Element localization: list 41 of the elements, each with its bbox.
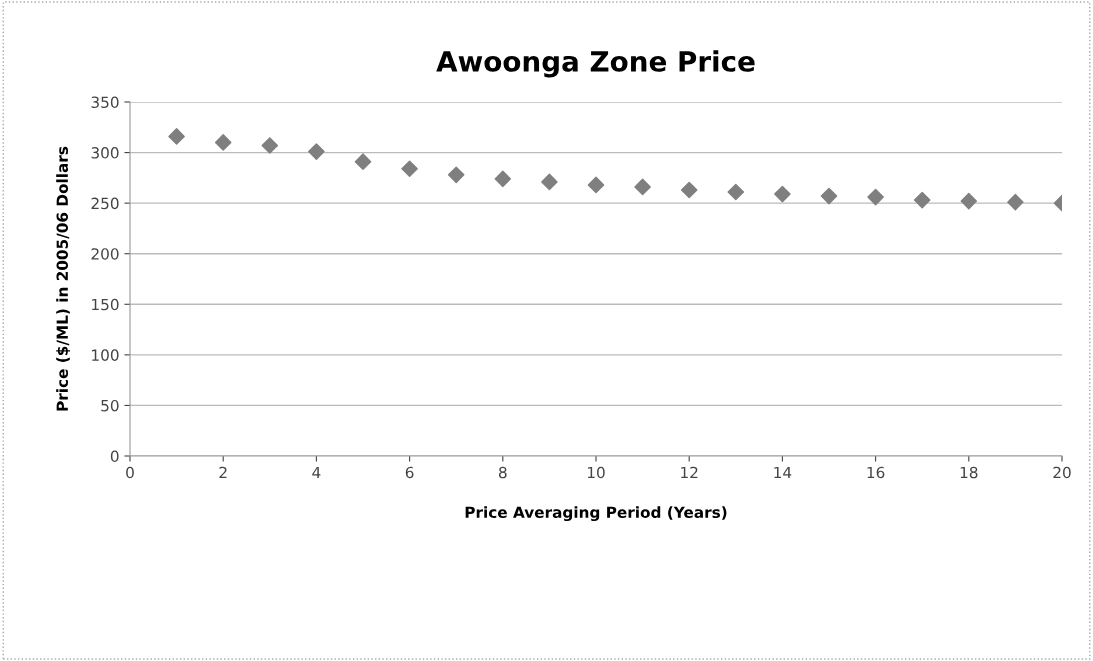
point: [960, 192, 978, 210]
point: [680, 181, 698, 199]
y-axis-title: Price ($/ML) in 2005/06 Dollars: [56, 146, 71, 411]
y-tick-label: 100: [92, 349, 119, 361]
y-tick-label: 300: [91, 147, 119, 159]
x-axis-title: Price Averaging Period (Years): [465, 506, 727, 522]
point: [541, 173, 558, 191]
x-tick-label: 14: [774, 466, 792, 479]
point: [168, 128, 185, 145]
point: [494, 170, 512, 188]
chart-title: Awoonga Zone Price: [436, 50, 755, 78]
point: [214, 134, 232, 151]
point: [308, 143, 325, 160]
x-tick-label: 8: [498, 466, 507, 479]
y-tick-label: 250: [91, 197, 119, 210]
point: [1007, 193, 1024, 211]
point: [354, 153, 372, 170]
y-tick-label: 150: [92, 298, 119, 311]
point: [447, 166, 465, 184]
x-tick-label: 18: [960, 466, 978, 479]
y-tick-label: 50: [101, 399, 119, 412]
y-tick-label: 0: [110, 450, 119, 463]
x-tick-label: 6: [405, 466, 414, 479]
x-tick-label: 20: [1053, 466, 1071, 479]
point: [634, 178, 651, 196]
x-tick-label: 2: [219, 466, 227, 479]
point: [261, 137, 279, 154]
point: [727, 183, 745, 201]
point: [820, 187, 838, 205]
y-tick-label: 350: [91, 96, 119, 109]
point: [867, 188, 884, 206]
x-tick-label: 0: [126, 466, 134, 479]
point: [774, 185, 791, 203]
point: [587, 176, 605, 194]
x-tick-label: 10: [587, 466, 605, 479]
x-tick-label: 4: [312, 466, 321, 479]
x-tick-label: 16: [867, 466, 885, 479]
point: [913, 191, 931, 209]
x-tick-label: 12: [681, 466, 698, 479]
y-tick-label: 200: [91, 248, 119, 260]
point: [401, 160, 418, 178]
